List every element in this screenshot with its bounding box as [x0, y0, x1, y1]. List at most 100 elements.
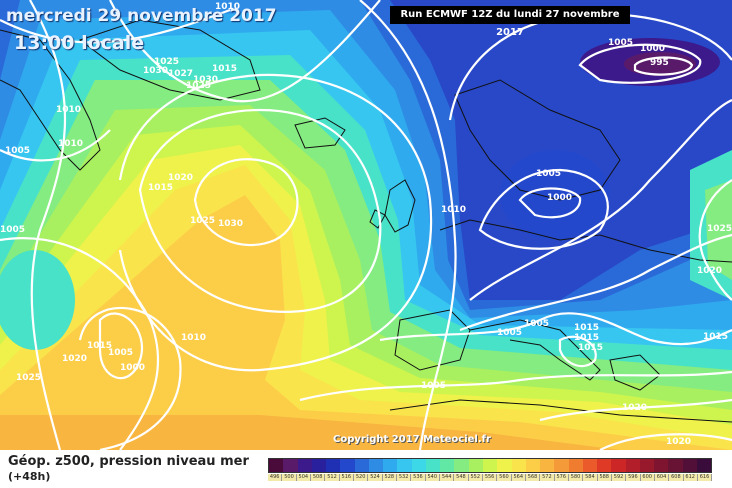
isobar-label: 1027 [168, 69, 193, 79]
isobar-label: 1010 [58, 139, 83, 149]
color-swatch [639, 459, 655, 472]
color-swatch [696, 459, 712, 472]
scale-value-label: 588 [597, 474, 612, 481]
scale-value-label: 616 [697, 474, 713, 481]
scale-value-label: 528 [382, 474, 397, 481]
isobar-label: 1010 [56, 105, 81, 115]
scale-value-label: 596 [626, 474, 641, 481]
forecast-time-title: 13:00 locale [14, 32, 145, 54]
color-swatch [654, 459, 669, 472]
color-swatch [311, 459, 327, 472]
color-swatch [425, 459, 441, 472]
color-swatch [468, 459, 483, 472]
isobar-label: 1010 [215, 2, 240, 12]
color-swatch [283, 459, 298, 472]
scale-value-label: 584 [583, 474, 598, 481]
isobar-label: 1020 [697, 266, 722, 276]
scale-value-label: 608 [669, 474, 684, 481]
isobar-label: 1015 [87, 341, 112, 351]
scale-value-label: 564 [511, 474, 526, 481]
scale-value-label: 532 [396, 474, 412, 481]
color-swatch [540, 459, 555, 472]
scale-value-label: 500 [282, 474, 297, 481]
color-swatch [354, 459, 369, 472]
color-swatch [340, 459, 355, 472]
scale-value-label: 556 [482, 474, 498, 481]
weather-map: 1010 1025 1030 1027 1030 1025 1015 1010 … [0, 0, 732, 450]
color-swatch [269, 459, 284, 472]
scale-value-label: 536 [411, 474, 426, 481]
color-swatch [511, 459, 526, 472]
color-swatch [497, 459, 512, 472]
isobar-label: 1020 [168, 173, 193, 183]
forecast-date-title: mercredi 29 novembre 2017 [6, 6, 277, 26]
scale-value-label: 508 [310, 474, 326, 481]
isobar-label: 1005 [0, 225, 25, 235]
isobar-label: 1020 [666, 437, 691, 447]
coastlines [0, 19, 732, 423]
isobar-label: 1005 [536, 169, 561, 179]
isobar-label: 1015 [703, 332, 728, 342]
isobar-label: 1015 [578, 343, 603, 353]
isobar-label: 1005 [497, 328, 522, 338]
color-swatch [611, 459, 626, 472]
scale-value-label: 516 [339, 474, 354, 481]
color-swatch [525, 459, 541, 472]
scale-value-label: 540 [425, 474, 440, 481]
isobar-label: 1015 [148, 183, 173, 193]
scale-value-label: 612 [683, 474, 698, 481]
isobar-label: 1025 [154, 57, 179, 67]
copyright-notice: Copyright 2017 Meteociel.fr [333, 434, 491, 445]
isobar-label: 1005 [608, 38, 633, 48]
model-run-info: Run ECMWF 12Z du lundi 27 novembre 2017 [390, 6, 630, 38]
color-scale: 496 500 504 508 512 516 520 524 528 532 536 540 544 5… [268, 458, 713, 482]
color-scale-labels: 496 500 504 508 512 516 520 524 528 532 536 540 544 5… [268, 474, 713, 481]
color-swatch [454, 459, 469, 472]
color-swatch [597, 459, 612, 472]
color-swatch [383, 459, 398, 472]
color-swatch [554, 459, 569, 472]
scale-value-label: 600 [640, 474, 655, 481]
isobar-label: 1025 [190, 216, 215, 226]
color-swatch [440, 459, 455, 472]
scale-value-label: 592 [611, 474, 627, 481]
scale-value-label: 548 [454, 474, 469, 481]
isobar-label: 1025 [16, 373, 41, 383]
geopotential-field [0, 0, 732, 450]
isobar-label: 1010 [181, 333, 206, 343]
isobar-label: 1005 [524, 319, 549, 329]
isobar-label: 1030 [143, 66, 168, 76]
color-swatch [568, 459, 583, 472]
scale-value-label: 524 [368, 474, 383, 481]
isobar-label: 1030 [218, 219, 243, 229]
isobar-label: 995 [650, 58, 669, 68]
color-swatch [326, 459, 341, 472]
color-scale-swatches [268, 458, 712, 473]
color-swatch [297, 459, 312, 472]
scale-value-label: 512 [325, 474, 340, 481]
isobar-label: 1025 [707, 224, 732, 234]
color-swatch [682, 459, 697, 472]
isobar-label: 1005 [5, 146, 30, 156]
color-swatch [411, 459, 426, 472]
color-swatch [482, 459, 498, 472]
scale-value-label: 572 [540, 474, 555, 481]
forecast-lead-time: (+48h) [8, 470, 51, 483]
isobar-label: 1030 [193, 75, 218, 85]
isobar-label: 1025 [186, 81, 211, 91]
scale-value-label: 604 [654, 474, 670, 481]
isobar-label: 1000 [120, 363, 145, 373]
scale-value-label: 496 [268, 474, 283, 481]
isobar-label: 1005 [421, 381, 446, 391]
scale-value-label: 520 [353, 474, 369, 481]
isobars [0, 0, 732, 450]
isobar-label: 1010 [441, 205, 466, 215]
isobar-label: 1015 [574, 323, 599, 333]
isobar-label: 1000 [640, 44, 665, 54]
color-swatch [397, 459, 412, 472]
color-swatch [668, 459, 683, 472]
pressure-labels: 1010 1025 1030 1027 1030 1025 1015 1010 … [0, 2, 732, 447]
scale-value-label: 552 [468, 474, 483, 481]
scale-value-label: 568 [525, 474, 541, 481]
isobar-label: 1020 [62, 354, 87, 364]
